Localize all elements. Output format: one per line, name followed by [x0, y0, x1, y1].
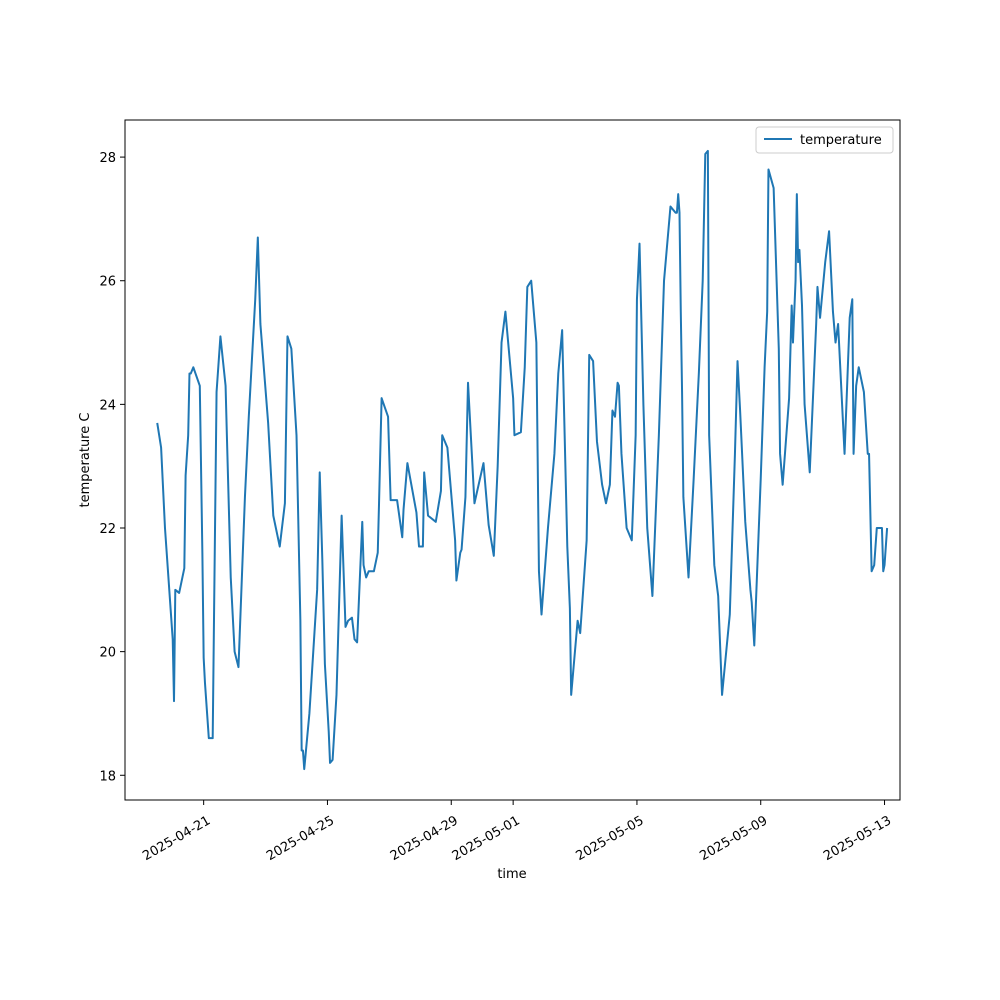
series-line-temperature	[156, 149, 889, 771]
y-tick-label: 26	[99, 275, 116, 290]
y-tick-label: 24	[99, 398, 116, 413]
x-tick-label: 2025-05-01	[450, 813, 523, 864]
y-axis-ticks: 18 20 22 24 26 28	[99, 151, 125, 784]
x-tick-label: 2025-05-09	[697, 813, 770, 864]
x-tick-label: 2025-05-05	[574, 813, 647, 864]
legend-label: temperature	[800, 133, 882, 148]
x-axis-ticks: 2025-04-21 2025-04-25 2025-04-292025-05-01…	[140, 800, 894, 864]
x-tick-label: 2025-04-21	[140, 813, 213, 864]
y-axis-label: temperature C	[78, 413, 93, 508]
x-tick-label: 2025-04-25	[264, 813, 337, 864]
y-tick-label: 20	[99, 646, 116, 661]
x-tick-label: 2025-04-29	[388, 813, 461, 864]
legend-box	[755, 126, 894, 154]
y-tick-label: 18	[99, 769, 116, 784]
y-tick-label: 22	[99, 522, 116, 537]
y-tick-label: 28	[99, 151, 116, 166]
plot-frame	[124, 119, 901, 801]
x-tick-label: 2025-05-13	[821, 813, 894, 864]
series-layer	[156, 149, 889, 771]
plot-area: 2025-04-21 2025-04-25 2025-04-292025-05-01…	[99, 119, 901, 864]
x-axis-label: time	[497, 867, 526, 882]
legend: temperature	[755, 126, 894, 154]
